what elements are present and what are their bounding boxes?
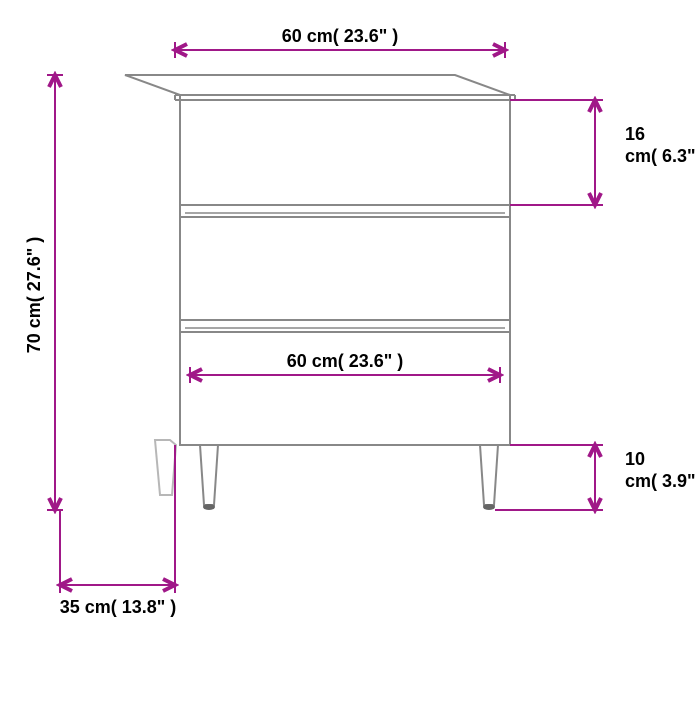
cabinet-top: [125, 75, 510, 95]
drawer-gap-2: [180, 320, 510, 332]
leg-front-right: [480, 445, 498, 510]
dim-leg-h-label-2: cm( 3.9" ): [625, 471, 700, 491]
dim-leg-height: 10 cm( 3.9" ): [495, 445, 700, 510]
leg-front-left: [200, 445, 218, 510]
dim-left-height: 70 cm( 27.6" ): [24, 75, 63, 510]
leg-back-left: [155, 440, 176, 495]
dim-top-width-label: 60 cm( 23.6" ): [282, 26, 399, 46]
cabinet-front: [180, 95, 510, 445]
dim-drawer-height: 16 cm( 6.3" ): [510, 100, 700, 205]
diagram-container: 60 cm( 23.6" ) 70 cm( 27.6" ) 35 cm( 13.…: [0, 0, 700, 700]
dim-drawer-width-label: 60 cm( 23.6" ): [287, 351, 404, 371]
dim-left-height-label: 70 cm( 27.6" ): [24, 237, 44, 354]
dim-depth-label: 35 cm( 13.8" ): [60, 597, 177, 617]
dim-drawer-h-label-1: 16: [625, 124, 645, 144]
dim-top-width: 60 cm( 23.6" ): [175, 26, 505, 58]
drawer-gap-1: [180, 205, 510, 217]
dim-leg-h-label-1: 10: [625, 449, 645, 469]
dimension-diagram: 60 cm( 23.6" ) 70 cm( 27.6" ) 35 cm( 13.…: [0, 0, 700, 700]
dim-drawer-h-label-2: cm( 6.3" ): [625, 146, 700, 166]
